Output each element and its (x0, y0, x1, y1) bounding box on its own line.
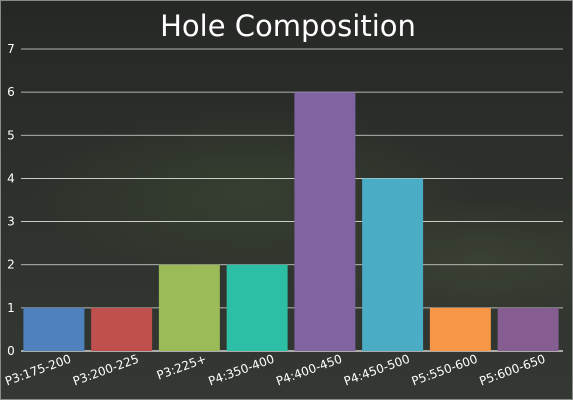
bar-p5-550-600 (429, 307, 491, 351)
x-tick-label: P4:350-400 (206, 352, 276, 389)
y-tick-label: 6 (7, 85, 15, 99)
bar-p5-600-650 (497, 307, 559, 351)
grid-lines (21, 48, 563, 352)
chart-title: Hole Composition (160, 9, 416, 43)
y-tick-label: 3 (7, 215, 15, 229)
x-tick-label: P4:400-450 (274, 352, 344, 389)
bar-p3-225- (158, 264, 220, 351)
y-tick-label: 1 (7, 301, 15, 315)
bars (23, 92, 559, 352)
y-tick-label: 7 (7, 42, 15, 56)
bar-p4-400-450 (294, 92, 356, 352)
bar-p4-350-400 (226, 264, 288, 351)
y-tick-label: 5 (7, 128, 15, 142)
x-tick-label: P4:450-500 (342, 352, 412, 389)
bar-p3-175-200 (23, 307, 85, 351)
x-tick-label: P5:550-600 (410, 352, 480, 389)
x-tick-label: P3:225+ (155, 352, 209, 383)
y-axis-ticks: 0 1 2 3 4 5 6 7 (7, 42, 15, 358)
bar-p3-200-225 (91, 307, 153, 351)
bar-p4-450-500 (362, 178, 424, 351)
y-tick-label: 0 (7, 344, 15, 358)
y-tick-label: 4 (7, 171, 15, 185)
y-tick-label: 2 (7, 258, 15, 272)
x-tick-label: P3:200-225 (71, 352, 141, 389)
x-tick-label: P5:600-650 (477, 352, 547, 389)
